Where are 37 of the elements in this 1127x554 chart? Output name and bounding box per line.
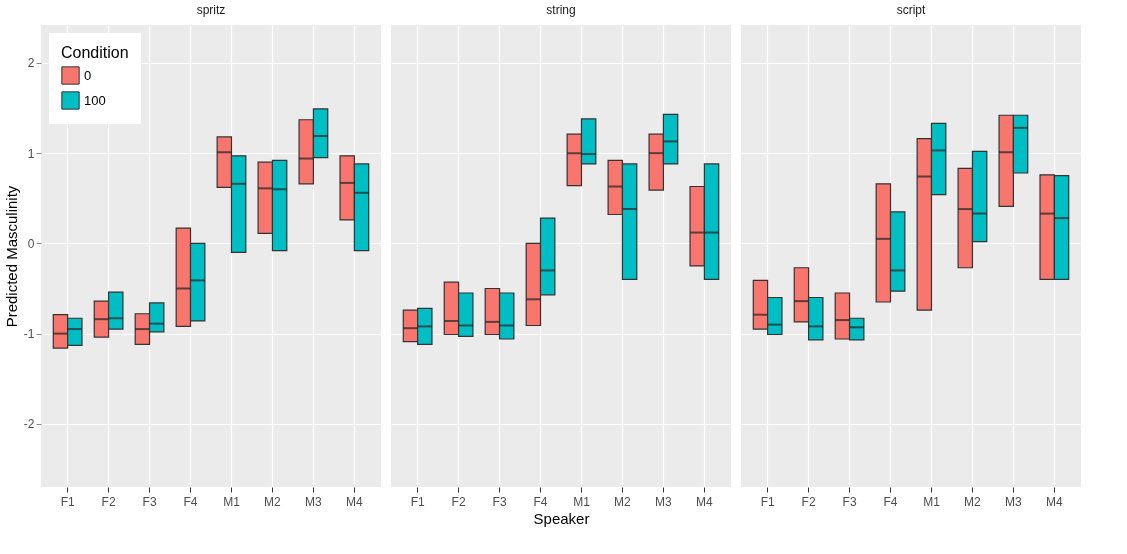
x-tick-label: M4 (1046, 494, 1064, 509)
x-tick-label: M4 (696, 494, 714, 509)
x-tick-label: F2 (801, 494, 816, 509)
x-tick-label: M2 (264, 494, 282, 509)
x-tick-label: F4 (883, 494, 898, 509)
x-tick-label: M2 (614, 494, 632, 509)
y-tick-label: -1 (23, 327, 35, 342)
y-axis-title: Predicted Masculinity (2, 185, 20, 328)
y-tick-label: 0 (27, 236, 35, 251)
x-tick-label: F4 (183, 494, 198, 509)
x-tick-label: F3 (842, 494, 857, 509)
x-tick-label: F3 (142, 494, 157, 509)
chart-title: script (896, 3, 926, 17)
x-tick-label: M1 (923, 494, 941, 509)
x-tick-label: M4 (346, 494, 364, 509)
y-tick-label: 1 (27, 146, 35, 161)
legend-label: 0 (84, 67, 92, 83)
x-axis-title: Speaker (533, 509, 590, 527)
x-tick-label: M2 (964, 494, 982, 509)
x-tick-label: F3 (492, 494, 507, 509)
x-tick-label: M3 (305, 494, 323, 509)
x-tick-label: F1 (410, 494, 425, 509)
x-tick-label: F4 (533, 494, 548, 509)
y-tick-label: -2 (23, 417, 35, 432)
x-tick-label: M1 (223, 494, 241, 509)
x-tick-label: F2 (101, 494, 116, 509)
x-tick-label: M3 (1005, 494, 1023, 509)
chart-title: string (546, 3, 576, 17)
x-tick-label: M1 (573, 494, 591, 509)
x-tick-label: F1 (60, 494, 75, 509)
legend-title: Condition (61, 44, 129, 61)
x-tick-label: M3 (655, 494, 673, 509)
x-tick-label: F1 (760, 494, 775, 509)
y-tick-label: 2 (27, 56, 35, 71)
chart-title: spritz (196, 3, 226, 17)
legend-label: 100 (84, 92, 106, 108)
x-tick-label: F2 (451, 494, 466, 509)
